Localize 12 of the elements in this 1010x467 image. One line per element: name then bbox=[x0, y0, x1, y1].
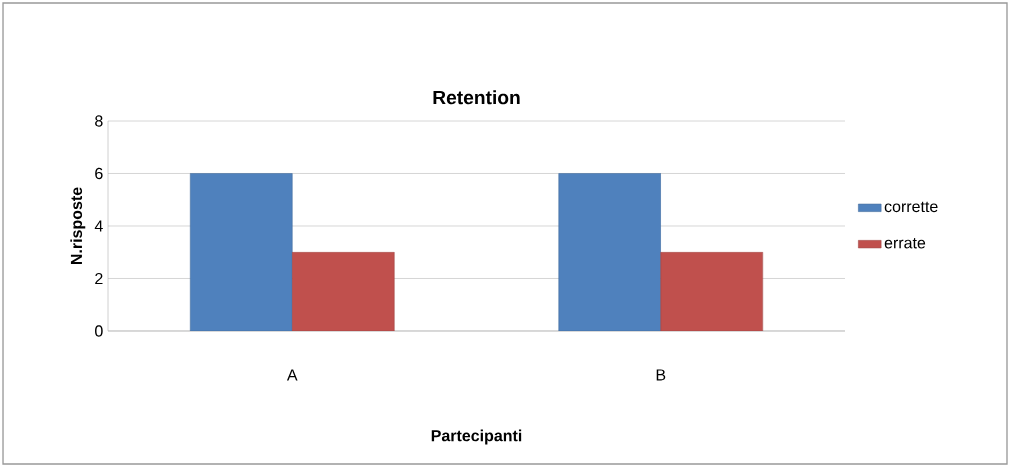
legend-label: errate bbox=[884, 237, 926, 249]
x-tick-label: A bbox=[286, 369, 298, 381]
legend-label: corrette bbox=[884, 201, 938, 213]
x-axis-title: Partecipanti bbox=[431, 429, 522, 445]
x-tick-label: B bbox=[656, 369, 666, 381]
y-tick-label: 2 bbox=[95, 272, 103, 285]
y-tick-label: 0 bbox=[95, 325, 103, 337]
y-tick-label: 4 bbox=[94, 220, 103, 232]
y-axis-title: N.risposte bbox=[70, 187, 86, 265]
y-tick-label: 8 bbox=[95, 115, 103, 127]
y-tick-label: 6 bbox=[95, 167, 103, 180]
chart-title: Retention bbox=[433, 90, 520, 105]
